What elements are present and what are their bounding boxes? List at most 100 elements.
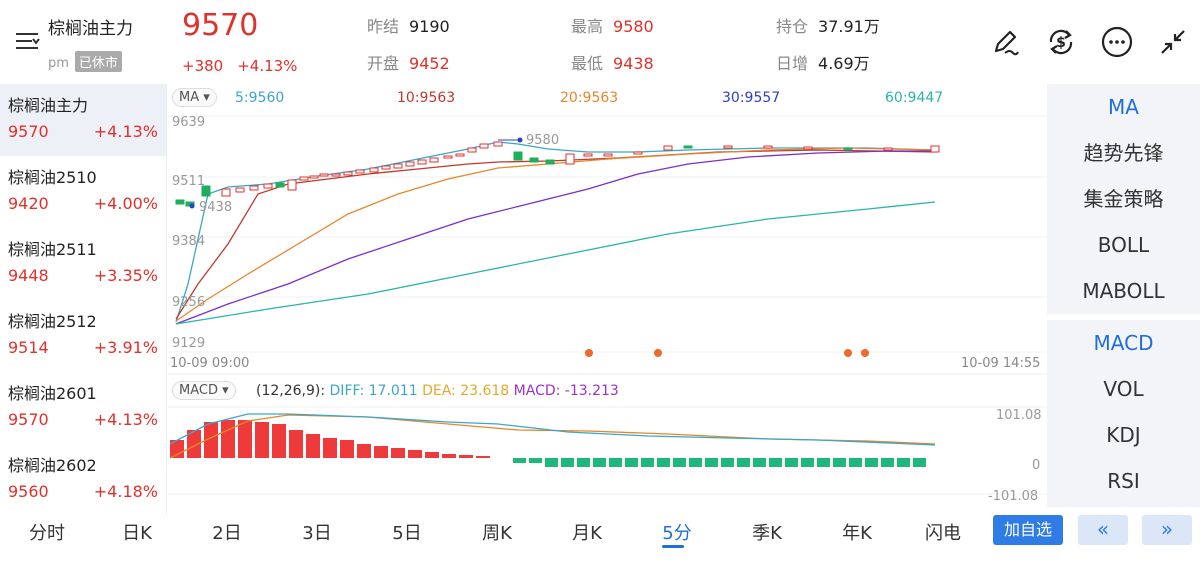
- stat-value: 9190: [409, 17, 450, 36]
- indicator-panel: MA 趋势先锋集金策略 BOLL MABOLL MACD VOL KDJ RSI: [1047, 84, 1200, 515]
- macd-bar-positive: [340, 440, 354, 458]
- macd-bar-positive: [459, 455, 473, 458]
- candle: [299, 176, 309, 181]
- tab-period[interactable]: 日K: [122, 523, 152, 544]
- macd-bar-negative: [529, 458, 542, 463]
- candle: [417, 159, 427, 165]
- change-abs: +380: [182, 57, 224, 75]
- contract-item[interactable]: 棕榈油主力 9570 +4.13%: [0, 84, 166, 156]
- macd-selector[interactable]: MACD ▾: [172, 381, 236, 400]
- next-button[interactable]: »: [1142, 515, 1192, 545]
- macd-bar-positive: [476, 456, 490, 458]
- menu-icon[interactable]: [12, 28, 42, 54]
- pen-icon[interactable]: [988, 25, 1022, 59]
- candle: [633, 151, 643, 155]
- macd-value: MACD: -13.213: [513, 383, 619, 399]
- tab-period[interactable]: 2日: [212, 523, 242, 544]
- candle: [529, 157, 539, 163]
- candle: [493, 141, 503, 147]
- candle: [565, 153, 575, 165]
- signal-dot: [844, 349, 852, 357]
- macd-bar-positive: [221, 420, 235, 458]
- candle: [683, 145, 693, 149]
- macd-bar-negative: [689, 458, 702, 467]
- more-icon[interactable]: [1100, 25, 1134, 59]
- indicator-2[interactable]: 集金策略: [1083, 187, 1164, 211]
- stat-value: 37.91万: [818, 17, 880, 36]
- contract-item[interactable]: 棕榈油2602 9560 +4.18%: [0, 444, 166, 516]
- dollar-cycle-icon[interactable]: $: [1044, 25, 1078, 59]
- contract-price: 9570: [8, 410, 49, 429]
- ma5-line: [175, 141, 936, 323]
- sub-indicator-3[interactable]: RSI: [1107, 469, 1140, 493]
- high-marker-label: 9580: [526, 133, 560, 148]
- macd-bar-negative: [833, 458, 846, 467]
- candle: [545, 159, 555, 165]
- chart-area[interactable]: MA ▾ 5:9560 10:9563 20:9563 30:9557 60:9…: [168, 84, 1048, 515]
- candle: [309, 175, 319, 179]
- tab-period[interactable]: 季K: [752, 523, 782, 544]
- contract-item[interactable]: 棕榈油2601 9570 +4.13%: [0, 372, 166, 444]
- tab-period[interactable]: 5日: [392, 523, 422, 544]
- indicator-3[interactable]: BOLL: [1097, 233, 1150, 257]
- contract-price: 9448: [8, 266, 49, 285]
- symbol-name[interactable]: 棕榈油主力: [48, 19, 133, 39]
- macd-bar-negative: [577, 458, 590, 467]
- indicator-4[interactable]: MABOLL: [1082, 279, 1165, 303]
- macd-bar-negative: [561, 458, 574, 467]
- tab-period[interactable]: 年K: [842, 523, 872, 544]
- last-price: 9570: [182, 8, 259, 43]
- candle: [319, 173, 329, 177]
- ma20-line: [175, 147, 936, 322]
- tab-period[interactable]: 5分: [662, 523, 692, 544]
- sub-indicator-1[interactable]: VOL: [1103, 377, 1144, 401]
- stat-low: 最低 9438: [571, 50, 654, 74]
- stat-open-interest: 持仓 37.91万: [776, 13, 880, 37]
- stat-value: 9438: [613, 54, 654, 73]
- add-watchlist-button[interactable]: 加自选: [993, 515, 1063, 545]
- stat-open: 开盘 9452: [367, 50, 450, 74]
- tab-period[interactable]: 分时: [29, 523, 65, 544]
- contract-pct: +4.13%: [93, 410, 158, 429]
- candle: [343, 171, 353, 176]
- contract-pct: +4.13%: [93, 122, 158, 141]
- tab-period[interactable]: 周K: [482, 523, 512, 544]
- contract-price: 9570: [8, 122, 49, 141]
- stat-value: 9452: [409, 54, 450, 73]
- ma20-value: 20:9563: [560, 90, 619, 106]
- macd-bar-negative: [897, 458, 910, 467]
- tab-period[interactable]: 3日: [302, 523, 332, 544]
- macd-bar-negative: [657, 458, 670, 467]
- price-change: +380 +4.13%: [182, 57, 311, 75]
- tab-period[interactable]: 闪电: [925, 523, 961, 544]
- macd-bar-negative: [705, 458, 718, 467]
- signal-dot: [861, 349, 869, 357]
- stat-prev-close: 昨结 9190: [367, 13, 450, 37]
- kline-chart[interactable]: [168, 84, 1048, 515]
- stat-label: 最高: [571, 17, 604, 36]
- period-tabs: 加自选 « » 分时 日K 2日 3日 5日 周K 月K 5分 季K 年K 闪电: [0, 515, 1200, 565]
- sub-indicator-0[interactable]: MACD: [1093, 331, 1154, 355]
- contract-name: 棕榈油2601: [8, 384, 97, 403]
- ma-selector[interactable]: MA ▾: [172, 88, 217, 107]
- macd-bar-positive: [374, 446, 388, 458]
- indicator-1[interactable]: 趋势先锋: [1083, 141, 1164, 165]
- contract-item[interactable]: 棕榈油2510 9420 +4.00%: [0, 156, 166, 228]
- diff-value: DIFF: 17.011: [329, 383, 418, 399]
- contract-item[interactable]: 棕榈油2511 9448 +3.35%: [0, 228, 166, 300]
- signal-dot: [654, 349, 662, 357]
- sub-indicator-2[interactable]: KDJ: [1106, 423, 1141, 447]
- indicator-0[interactable]: MA: [1108, 95, 1139, 119]
- collapse-icon[interactable]: [1156, 25, 1190, 59]
- contract-item[interactable]: 棕榈油2512 9514 +3.91%: [0, 300, 166, 372]
- prev-button[interactable]: «: [1078, 515, 1128, 545]
- tab-period[interactable]: 月K: [572, 523, 602, 544]
- candle: [443, 155, 453, 159]
- macd-bar-positive: [408, 450, 422, 458]
- macd-bar-negative: [817, 458, 830, 467]
- macd-readout: (12,26,9): DIFF: 17.011 DEA: 23.618 MACD…: [256, 383, 619, 399]
- diff-line: [169, 413, 936, 446]
- candle: [583, 153, 593, 157]
- stat-label: 持仓: [776, 17, 809, 36]
- session-status: pm 已休市: [48, 51, 122, 72]
